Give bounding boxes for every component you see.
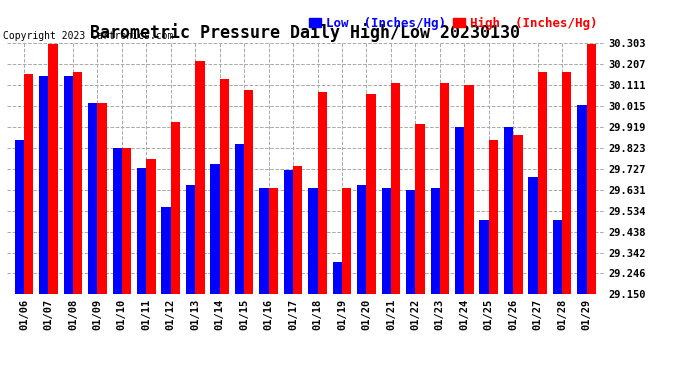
Bar xyxy=(489,140,498,294)
Bar xyxy=(146,159,156,294)
Bar xyxy=(186,185,195,294)
Bar xyxy=(122,148,131,294)
Bar xyxy=(480,220,489,294)
Bar xyxy=(586,44,596,294)
Bar xyxy=(39,76,48,294)
Bar xyxy=(161,207,171,294)
Bar xyxy=(24,74,33,294)
Bar xyxy=(406,190,415,294)
Bar xyxy=(63,76,73,294)
Bar xyxy=(382,188,391,294)
Bar xyxy=(578,105,586,294)
Bar xyxy=(538,72,547,294)
Bar xyxy=(73,72,82,294)
Bar xyxy=(391,83,400,294)
Bar xyxy=(464,85,473,294)
Bar xyxy=(415,124,425,294)
Legend: Low  (Inches/Hg), High  (Inches/Hg): Low (Inches/Hg), High (Inches/Hg) xyxy=(308,17,598,30)
Bar xyxy=(431,188,440,294)
Bar xyxy=(14,140,24,294)
Bar xyxy=(97,103,107,294)
Bar xyxy=(235,144,244,294)
Bar xyxy=(357,185,366,294)
Text: Copyright 2023 Cartronics.com: Copyright 2023 Cartronics.com xyxy=(3,32,174,41)
Bar xyxy=(88,103,97,294)
Bar xyxy=(553,220,562,294)
Bar xyxy=(317,92,327,294)
Bar xyxy=(504,127,513,294)
Bar xyxy=(293,166,302,294)
Bar xyxy=(529,177,538,294)
Bar xyxy=(112,148,122,294)
Bar xyxy=(562,72,571,294)
Bar xyxy=(455,127,464,294)
Bar xyxy=(342,188,351,294)
Bar xyxy=(210,164,219,294)
Bar xyxy=(308,188,317,294)
Bar xyxy=(284,170,293,294)
Bar xyxy=(171,122,180,294)
Bar xyxy=(366,94,376,294)
Bar xyxy=(219,79,229,294)
Bar xyxy=(440,83,449,294)
Bar xyxy=(268,188,278,294)
Bar xyxy=(244,90,253,294)
Bar xyxy=(333,262,342,294)
Bar xyxy=(195,61,204,294)
Bar xyxy=(259,188,268,294)
Title: Barometric Pressure Daily High/Low 20230130: Barometric Pressure Daily High/Low 20230… xyxy=(90,22,520,42)
Bar xyxy=(48,44,58,294)
Bar xyxy=(137,168,146,294)
Bar xyxy=(513,135,522,294)
